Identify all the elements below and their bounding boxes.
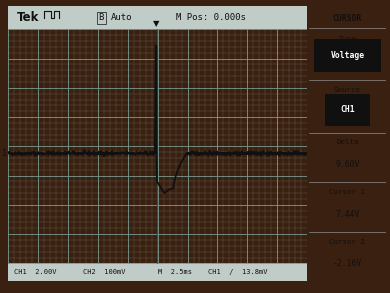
FancyBboxPatch shape xyxy=(325,94,370,126)
Text: CH1: CH1 xyxy=(340,105,355,115)
Text: -2.16V: -2.16V xyxy=(333,259,362,268)
Bar xyxy=(8,263,307,281)
Text: ▼: ▼ xyxy=(153,19,160,28)
Text: CURSOR: CURSOR xyxy=(333,14,362,23)
Text: CH1  2.00V: CH1 2.00V xyxy=(14,269,56,275)
Text: CH1  /  13.8mV: CH1 / 13.8mV xyxy=(209,269,268,275)
Text: Delta: Delta xyxy=(336,139,359,145)
Text: Type: Type xyxy=(339,36,356,42)
Text: CH2  100mV: CH2 100mV xyxy=(83,269,125,275)
Text: Tek: Tek xyxy=(17,11,39,24)
Text: Cursor 2: Cursor 2 xyxy=(330,239,365,245)
Text: 1: 1 xyxy=(1,149,6,158)
Text: Auto: Auto xyxy=(111,13,133,22)
Text: Cursor 1: Cursor 1 xyxy=(330,189,365,195)
Text: 9.60V: 9.60V xyxy=(335,160,360,169)
Bar xyxy=(8,6,307,29)
Text: Source: Source xyxy=(334,87,361,93)
FancyBboxPatch shape xyxy=(314,40,381,72)
Text: Voltage: Voltage xyxy=(330,51,365,60)
Text: B: B xyxy=(99,13,104,22)
Text: M Pos: 0.000s: M Pos: 0.000s xyxy=(176,13,245,22)
Text: 7.44V: 7.44V xyxy=(335,210,360,219)
Text: M  2.5ms: M 2.5ms xyxy=(158,269,191,275)
